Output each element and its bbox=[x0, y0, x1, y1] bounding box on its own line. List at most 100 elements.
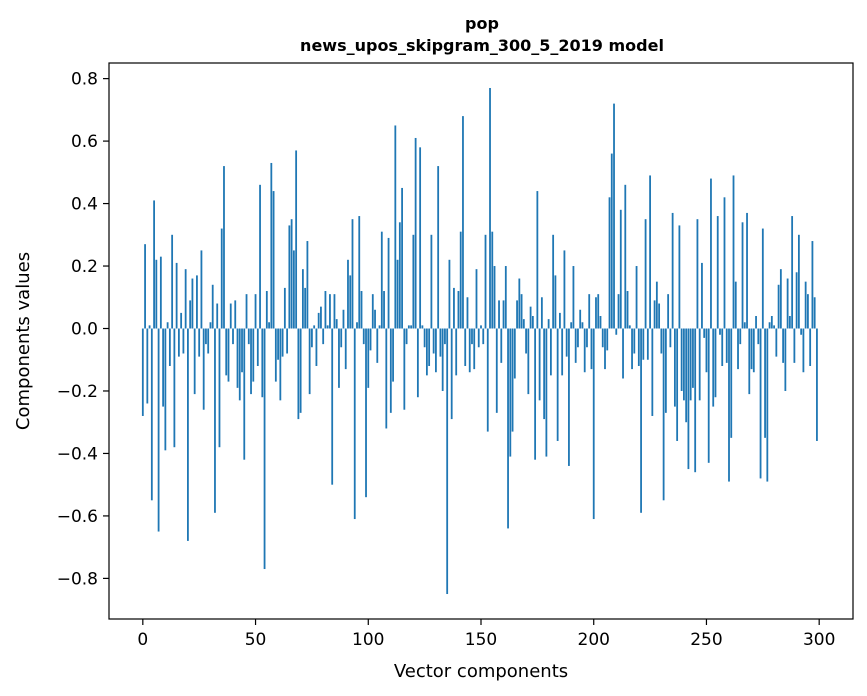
bar-103 bbox=[374, 309, 376, 329]
x-tick-label: 0 bbox=[137, 630, 148, 650]
bar-244 bbox=[692, 328, 694, 388]
bar-154 bbox=[489, 87, 491, 329]
bar-142 bbox=[462, 116, 464, 329]
bar-121 bbox=[414, 137, 417, 329]
bar-272 bbox=[755, 316, 757, 329]
bar-0 bbox=[141, 328, 144, 416]
bar-59 bbox=[274, 328, 277, 382]
bar-42 bbox=[236, 328, 239, 388]
bar-194 bbox=[579, 309, 582, 329]
bar-291 bbox=[797, 234, 800, 329]
bar-62 bbox=[281, 328, 284, 357]
bar-227 bbox=[653, 300, 656, 329]
bar-63 bbox=[283, 287, 286, 329]
bar-109 bbox=[387, 237, 390, 329]
bar-158 bbox=[498, 300, 500, 329]
bar-201 bbox=[595, 297, 597, 329]
bar-285 bbox=[784, 328, 787, 391]
bar-228 bbox=[655, 281, 658, 329]
bar-248 bbox=[701, 262, 703, 329]
bar-43 bbox=[238, 328, 241, 401]
bar-162 bbox=[507, 328, 509, 529]
bar-254 bbox=[714, 328, 717, 398]
bar-264 bbox=[737, 328, 739, 370]
bar-273 bbox=[757, 328, 760, 345]
bar-31 bbox=[211, 284, 214, 329]
bar-256 bbox=[719, 328, 721, 335]
bar-40 bbox=[232, 328, 234, 345]
bar-219 bbox=[635, 266, 638, 329]
bar-243 bbox=[689, 328, 692, 401]
x-tick-label: 50 bbox=[245, 630, 267, 650]
bar-155 bbox=[491, 231, 494, 329]
bar-107 bbox=[383, 291, 385, 329]
bar-10 bbox=[164, 328, 167, 451]
bar-287 bbox=[788, 316, 791, 329]
bar-127 bbox=[428, 328, 431, 366]
bar-86 bbox=[335, 319, 338, 329]
bar-149 bbox=[477, 328, 480, 348]
bar-144 bbox=[466, 297, 469, 329]
bar-239 bbox=[680, 328, 683, 391]
bar-284 bbox=[782, 328, 785, 363]
bar-182 bbox=[552, 234, 555, 329]
x-tick-label: 200 bbox=[578, 630, 610, 650]
bar-47 bbox=[247, 328, 250, 345]
bar-76 bbox=[313, 325, 316, 329]
bar-57 bbox=[270, 162, 273, 329]
bar-91 bbox=[347, 259, 349, 329]
bar-289 bbox=[793, 328, 796, 363]
y-tick-label: 0.8 bbox=[71, 70, 98, 90]
bar-65 bbox=[288, 225, 291, 329]
chart-subtitle: news_upos_skipgram_300_5_2019 model bbox=[300, 36, 664, 55]
bar-160 bbox=[502, 300, 505, 329]
bar-99 bbox=[365, 328, 367, 498]
bar-101 bbox=[369, 328, 372, 351]
bar-276 bbox=[764, 328, 766, 438]
bar-161 bbox=[504, 266, 507, 329]
bar-172 bbox=[529, 306, 532, 329]
bar-26 bbox=[200, 250, 203, 329]
bar-221 bbox=[640, 328, 642, 513]
bar-165 bbox=[513, 328, 516, 379]
bar-188 bbox=[565, 328, 568, 357]
y-tick-label: 0.4 bbox=[71, 195, 98, 215]
bar-51 bbox=[256, 328, 259, 366]
bar-218 bbox=[633, 328, 636, 354]
y-tick-label: 0.6 bbox=[71, 132, 98, 152]
bar-207 bbox=[608, 197, 611, 329]
bar-84 bbox=[331, 328, 334, 485]
bar-279 bbox=[770, 316, 773, 329]
bar-278 bbox=[768, 322, 771, 329]
bar-168 bbox=[520, 294, 523, 329]
bar-247 bbox=[698, 328, 701, 401]
bar-229 bbox=[658, 303, 661, 329]
bar-246 bbox=[696, 219, 699, 329]
bar-200 bbox=[592, 328, 595, 520]
bar-112 bbox=[394, 125, 397, 329]
bar-258 bbox=[723, 197, 726, 329]
bar-230 bbox=[660, 328, 663, 354]
bar-241 bbox=[685, 328, 688, 423]
bar-29 bbox=[207, 328, 210, 354]
bar-283 bbox=[779, 269, 782, 329]
bar-96 bbox=[358, 216, 361, 329]
bar-223 bbox=[644, 219, 647, 329]
bar-94 bbox=[353, 328, 356, 520]
bar-167 bbox=[518, 278, 521, 329]
bar-217 bbox=[631, 328, 633, 370]
bar-141 bbox=[459, 231, 462, 329]
bar-134 bbox=[444, 328, 446, 345]
x-axis-label: Vector components bbox=[394, 661, 568, 682]
bar-33 bbox=[216, 303, 219, 329]
x-tick-label: 150 bbox=[465, 630, 497, 650]
bar-6 bbox=[155, 259, 158, 329]
bar-36 bbox=[223, 166, 225, 329]
bar-147 bbox=[473, 328, 476, 370]
bar-3 bbox=[148, 325, 151, 329]
bar-176 bbox=[538, 328, 541, 401]
bar-257 bbox=[721, 328, 724, 366]
bar-148 bbox=[475, 269, 478, 329]
bar-292 bbox=[800, 328, 803, 335]
bar-21 bbox=[189, 300, 192, 329]
